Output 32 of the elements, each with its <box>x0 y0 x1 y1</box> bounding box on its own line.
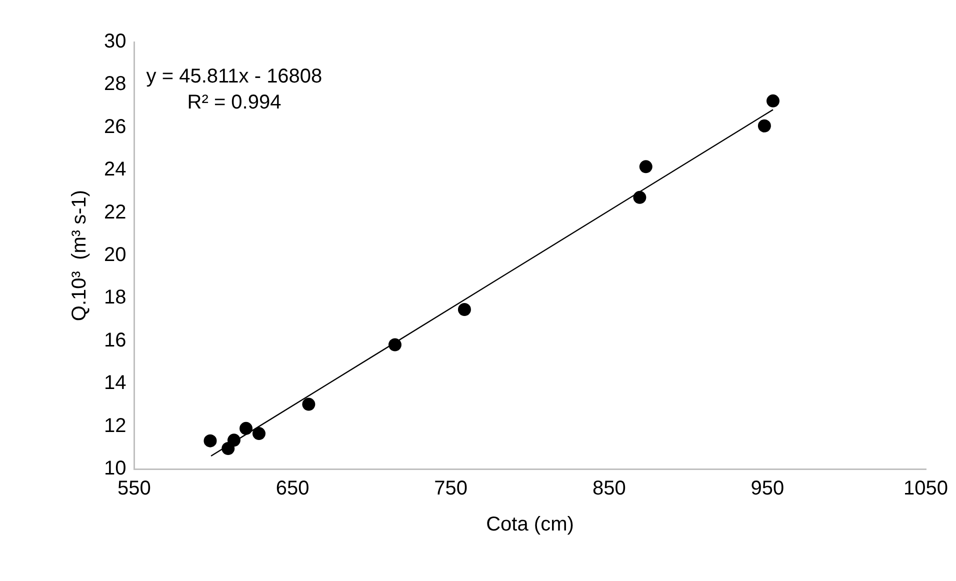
y-tick-label: 28 <box>104 73 126 96</box>
annotation: R² = 0.994 <box>187 92 282 114</box>
y-tick-label: 24 <box>104 158 126 181</box>
point <box>252 427 266 440</box>
y-tick-label: 16 <box>104 329 126 352</box>
y-axis-title: Q.10³ (m³ s-1) <box>68 190 91 322</box>
y-tick-label: 12 <box>104 414 126 437</box>
y-tick-label: 18 <box>104 286 126 309</box>
x-tick-label: 750 <box>434 478 468 500</box>
point <box>240 422 253 435</box>
point <box>388 338 402 352</box>
point <box>458 303 471 316</box>
x-tick-label: 1050 <box>904 478 948 500</box>
point <box>639 160 652 174</box>
point <box>758 119 771 132</box>
x-tick-label: 850 <box>592 478 626 500</box>
y-tick-label: 26 <box>104 116 126 138</box>
point <box>227 434 240 447</box>
x-tick-label: 950 <box>750 478 784 500</box>
x-tick-label: 550 <box>118 478 151 500</box>
point <box>204 434 217 448</box>
y-tick-label: 20 <box>104 244 126 266</box>
y-tick-label: 10 <box>104 458 126 480</box>
y-tick-label: 14 <box>104 372 126 394</box>
point <box>766 94 780 108</box>
y-tick-label: 22 <box>104 201 126 224</box>
point <box>302 398 316 411</box>
x-tick-label: 650 <box>276 478 310 500</box>
annotation: y = 45.811x - 16808 <box>146 66 322 88</box>
y-tick-label: 30 <box>104 30 126 53</box>
point <box>633 190 646 204</box>
x-axis-title: Cota (cm) <box>486 514 574 536</box>
